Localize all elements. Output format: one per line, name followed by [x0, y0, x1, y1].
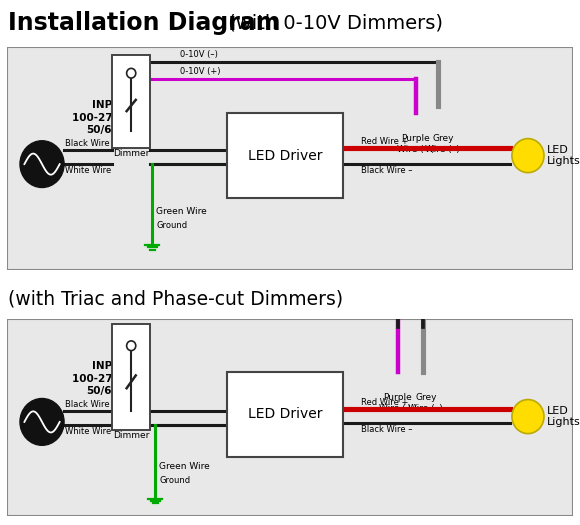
Circle shape	[20, 141, 64, 187]
Bar	[112, 55, 150, 148]
Text: Dimmer: Dimmer	[113, 149, 150, 158]
Text: LED
Lights: LED Lights	[547, 406, 580, 427]
Text: INPUT
100-277V AC
50/60Hz: INPUT 100-277V AC 50/60Hz	[72, 100, 147, 135]
Text: Black Wire –: Black Wire –	[361, 425, 412, 434]
Circle shape	[512, 400, 544, 434]
Text: Installation Diagram: Installation Diagram	[8, 11, 281, 35]
Bar	[227, 113, 343, 198]
Circle shape	[20, 398, 64, 445]
Text: Grey
Wire (–): Grey Wire (–)	[425, 134, 460, 154]
Bar	[112, 324, 150, 430]
Text: Purple
Wire (+): Purple Wire (+)	[397, 134, 434, 154]
Circle shape	[126, 68, 136, 78]
Text: Grey
Wire (–): Grey Wire (–)	[408, 393, 443, 413]
Text: Ground: Ground	[160, 476, 190, 485]
Text: 0-10V (+): 0-10V (+)	[180, 67, 221, 76]
Text: LED Driver: LED Driver	[248, 149, 322, 163]
Circle shape	[512, 139, 544, 173]
Text: LED
Lights: LED Lights	[547, 145, 580, 166]
Text: LED Driver: LED Driver	[248, 407, 322, 422]
Text: Red Wire +: Red Wire +	[361, 137, 408, 146]
Text: White Wire: White Wire	[65, 166, 111, 175]
Bar	[227, 372, 343, 457]
Text: Purple
Wire (+): Purple Wire (+)	[379, 393, 416, 413]
Text: Green Wire: Green Wire	[156, 207, 207, 216]
Text: Black Wire: Black Wire	[65, 139, 110, 148]
Text: Black Wire: Black Wire	[65, 400, 110, 409]
Circle shape	[126, 341, 136, 351]
Text: Green Wire: Green Wire	[160, 463, 210, 471]
Text: INPUT
100-277V AC
50/60Hz: INPUT 100-277V AC 50/60Hz	[72, 361, 147, 396]
Text: Red Wire +: Red Wire +	[361, 398, 408, 407]
Text: White Wire: White Wire	[65, 427, 111, 436]
Text: (with 0-10V Dimmers): (with 0-10V Dimmers)	[222, 14, 443, 33]
Text: Ground: Ground	[156, 222, 187, 230]
Text: Dimmer: Dimmer	[113, 432, 150, 440]
Text: Black Wire –: Black Wire –	[361, 166, 412, 175]
Text: 0-10V (–): 0-10V (–)	[180, 50, 218, 59]
Text: (with Triac and Phase-cut Dimmers): (with Triac and Phase-cut Dimmers)	[8, 289, 343, 308]
